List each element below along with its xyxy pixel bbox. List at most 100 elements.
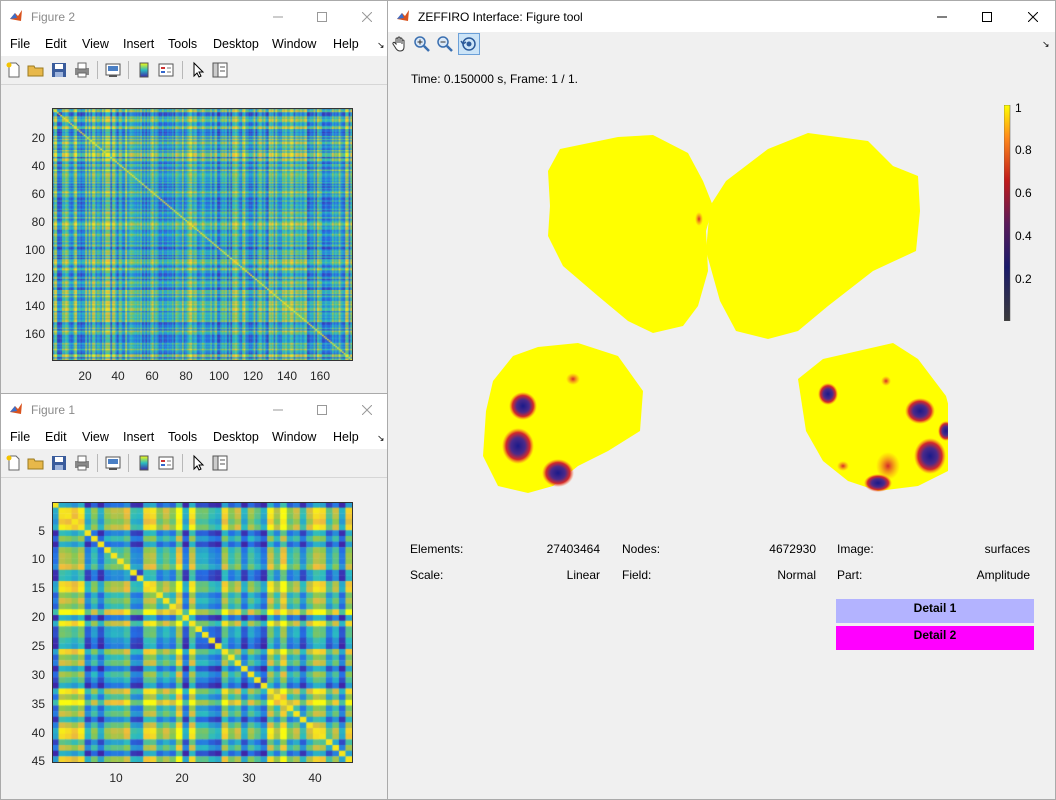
menu-edit[interactable]: Edit bbox=[45, 37, 67, 51]
maximize-button[interactable] bbox=[964, 1, 1010, 32]
menu-desktop[interactable]: Desktop bbox=[213, 430, 259, 444]
figure2-toolbar bbox=[1, 56, 387, 85]
print-icon[interactable] bbox=[73, 61, 91, 79]
heatmap-matrix-figure1[interactable] bbox=[52, 502, 352, 762]
detail-1-button[interactable]: Detail 1 bbox=[836, 599, 1034, 623]
y-tick-label: 40 bbox=[31, 726, 45, 740]
y-tick-label: 40 bbox=[31, 159, 45, 173]
property-editor-icon[interactable] bbox=[211, 61, 229, 79]
toolbar-separator bbox=[182, 61, 183, 79]
menu-overflow-icon[interactable]: ↘ bbox=[377, 433, 385, 443]
colorbar-icon[interactable] bbox=[135, 454, 153, 472]
close-button[interactable] bbox=[344, 394, 387, 425]
colorbar-icon[interactable] bbox=[135, 61, 153, 79]
figure2-titlebar[interactable]: Figure 2 bbox=[1, 1, 387, 32]
zoom-out-icon[interactable] bbox=[436, 35, 454, 53]
print-icon[interactable] bbox=[73, 454, 91, 472]
close-button[interactable] bbox=[1010, 1, 1055, 32]
zeffiro-title: ZEFFIRO Interface: Figure tool bbox=[418, 10, 583, 24]
figure1-toolbar bbox=[1, 449, 387, 478]
zeffiro-titlebar[interactable]: ZEFFIRO Interface: Figure tool bbox=[388, 1, 1055, 32]
close-button[interactable] bbox=[344, 1, 387, 32]
pointer-icon[interactable] bbox=[189, 61, 207, 79]
x-tick-label: 140 bbox=[276, 369, 298, 383]
y-tick-label: 60 bbox=[31, 187, 45, 201]
brain-surfaces-plot[interactable] bbox=[468, 111, 948, 511]
part-value: Amplitude bbox=[976, 568, 1030, 582]
menu-help[interactable]: Help bbox=[333, 430, 359, 444]
image-value: surfaces bbox=[984, 542, 1030, 556]
toolbar-overflow-icon[interactable]: ↘ bbox=[1042, 39, 1050, 49]
close-icon bbox=[1028, 11, 1038, 22]
menu-file[interactable]: File bbox=[10, 430, 31, 444]
menu-view[interactable]: View bbox=[82, 37, 109, 51]
minimize-button[interactable] bbox=[255, 1, 301, 32]
pan-hand-icon[interactable] bbox=[391, 35, 409, 53]
y-tick-label: 120 bbox=[24, 271, 45, 285]
menu-help[interactable]: Help bbox=[333, 37, 359, 51]
axes-box bbox=[52, 502, 353, 763]
menu-tools[interactable]: Tools bbox=[168, 37, 198, 51]
menu-desktop[interactable]: Desktop bbox=[213, 37, 259, 51]
x-tick-label: 40 bbox=[308, 771, 322, 785]
right-lower-surface bbox=[798, 343, 948, 491]
detail-2-button[interactable]: Detail 2 bbox=[836, 626, 1034, 650]
save-icon[interactable] bbox=[50, 454, 68, 472]
maximize-button[interactable] bbox=[299, 1, 345, 32]
figure2-menubar: File Edit View Insert Tools Desktop Wind… bbox=[1, 32, 387, 56]
menu-window[interactable]: Window bbox=[272, 430, 317, 444]
menu-overflow-icon[interactable]: ↘ bbox=[377, 40, 385, 50]
y-tick-label: 100 bbox=[24, 243, 45, 257]
minimize-button[interactable] bbox=[255, 394, 301, 425]
zeffiro-window: ZEFFIRO Interface: Figure tool ↘ Time: 0… bbox=[387, 0, 1056, 800]
menu-insert[interactable]: Insert bbox=[123, 37, 155, 51]
save-icon[interactable] bbox=[50, 61, 68, 79]
open-folder-icon[interactable] bbox=[27, 61, 45, 79]
x-tick-label: 100 bbox=[208, 369, 230, 383]
menu-insert[interactable]: Insert bbox=[123, 430, 155, 444]
activation-spot bbox=[695, 212, 703, 226]
image-label: Image: bbox=[837, 542, 874, 556]
toolbar-separator bbox=[128, 454, 129, 472]
maximize-button[interactable] bbox=[299, 394, 345, 425]
pointer-icon[interactable] bbox=[189, 454, 207, 472]
activation-spot bbox=[864, 474, 892, 492]
property-editor-icon[interactable] bbox=[211, 454, 229, 472]
new-file-icon[interactable] bbox=[5, 61, 23, 79]
toolbar-separator bbox=[128, 61, 129, 79]
link-plot-icon[interactable] bbox=[104, 454, 122, 472]
axes-box bbox=[52, 108, 353, 361]
menu-view[interactable]: View bbox=[82, 430, 109, 444]
open-folder-icon[interactable] bbox=[27, 454, 45, 472]
minimize-button[interactable] bbox=[919, 1, 965, 32]
heatmap-matrix-figure2[interactable] bbox=[52, 108, 352, 360]
menu-tools[interactable]: Tools bbox=[168, 430, 198, 444]
link-plot-icon[interactable] bbox=[104, 61, 122, 79]
rotate-3d-button[interactable] bbox=[458, 33, 480, 55]
field-label: Field: bbox=[622, 568, 652, 582]
legend-icon[interactable] bbox=[157, 454, 175, 472]
colorbar-tick-label: 0.6 bbox=[1015, 186, 1032, 200]
time-frame-label: Time: 0.150000 s, Frame: 1 / 1. bbox=[411, 72, 578, 86]
zoom-in-icon[interactable] bbox=[413, 35, 431, 53]
part-label: Part: bbox=[837, 568, 863, 582]
activation-spot bbox=[542, 459, 574, 487]
activation-spot bbox=[509, 392, 537, 420]
activation-spot bbox=[837, 461, 849, 471]
x-tick-label: 80 bbox=[179, 369, 193, 383]
menu-edit[interactable]: Edit bbox=[45, 430, 67, 444]
activation-spot bbox=[818, 383, 838, 405]
elements-value: 27403464 bbox=[546, 542, 600, 556]
right-hemisphere-surface bbox=[706, 133, 920, 339]
maximize-icon bbox=[317, 11, 327, 22]
menu-file[interactable]: File bbox=[10, 37, 31, 51]
new-file-icon[interactable] bbox=[5, 454, 23, 472]
figure1-titlebar[interactable]: Figure 1 bbox=[1, 394, 387, 425]
legend-icon[interactable] bbox=[157, 61, 175, 79]
x-tick-label: 160 bbox=[309, 369, 331, 383]
y-tick-label: 25 bbox=[31, 639, 45, 653]
scale-label: Scale: bbox=[410, 568, 444, 582]
menu-window[interactable]: Window bbox=[272, 37, 317, 51]
maximize-icon bbox=[982, 11, 992, 22]
y-tick-label: 140 bbox=[24, 299, 45, 313]
